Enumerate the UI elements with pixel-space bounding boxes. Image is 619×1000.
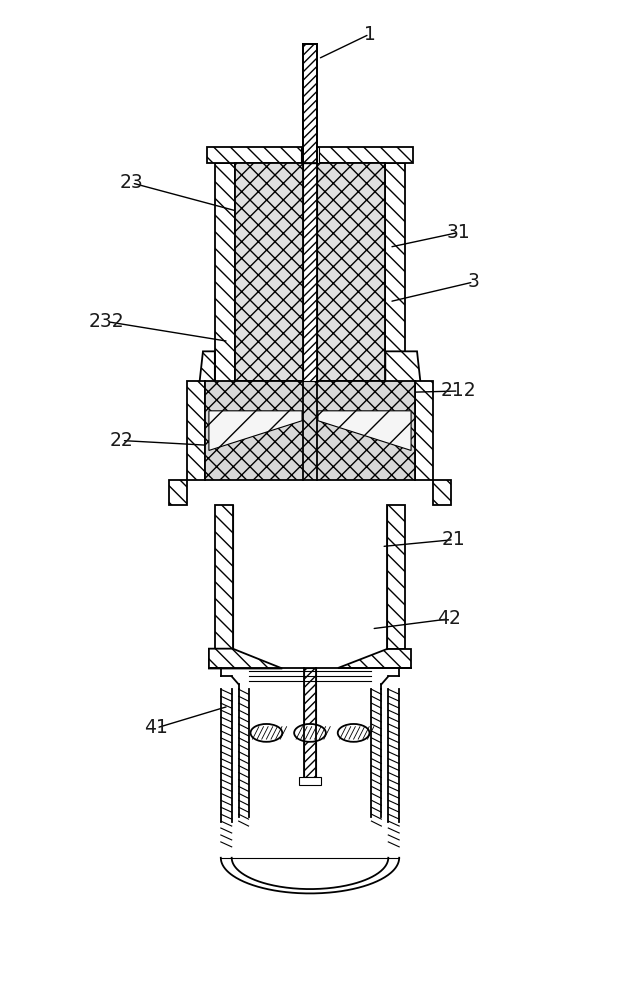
Text: 212: 212 [441,381,477,400]
Polygon shape [385,163,405,386]
Polygon shape [385,351,432,441]
Polygon shape [318,411,411,450]
Polygon shape [215,505,233,649]
Text: 22: 22 [110,431,134,450]
Bar [301,147,319,163]
Ellipse shape [294,724,326,742]
Polygon shape [209,411,302,450]
Text: 3: 3 [467,272,480,291]
Polygon shape [187,381,205,480]
Ellipse shape [338,724,370,742]
Polygon shape [209,649,282,668]
Text: 42: 42 [437,609,461,628]
Polygon shape [338,649,411,668]
Text: 1: 1 [363,25,375,44]
Text: 31: 31 [447,223,470,242]
Text: 21: 21 [442,530,465,549]
Polygon shape [169,480,187,505]
Polygon shape [387,505,405,649]
Text: 23: 23 [119,173,144,192]
Ellipse shape [251,724,282,742]
Bar [299,777,321,785]
Text: 232: 232 [89,312,124,331]
Polygon shape [433,480,451,505]
Bar [304,668,316,777]
Bar [303,163,317,381]
Bar [303,44,317,163]
Polygon shape [188,351,215,441]
Text: 41: 41 [144,718,168,737]
Polygon shape [207,147,413,163]
Bar [303,147,317,163]
Polygon shape [215,163,235,386]
Bar [205,381,415,480]
Polygon shape [415,381,433,480]
Bar [235,163,385,381]
